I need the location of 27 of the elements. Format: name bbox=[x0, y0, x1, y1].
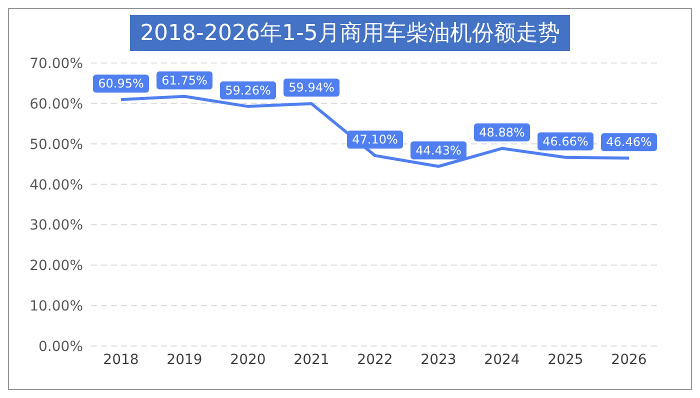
x-tick-label: 2020 bbox=[230, 352, 266, 368]
y-tick-label: 70.00% bbox=[30, 56, 83, 72]
y-tick-label: 10.00% bbox=[30, 298, 83, 315]
x-tick-label: 2022 bbox=[357, 352, 393, 368]
chart-title: 2018-2026年1-5月商用车柴油机份额走势 bbox=[130, 15, 570, 51]
data-label: 60.95% bbox=[98, 76, 144, 91]
y-tick-label: 20.00% bbox=[30, 258, 83, 274]
x-tick-label: 2025 bbox=[548, 352, 584, 368]
data-label: 46.66% bbox=[542, 134, 588, 148]
x-tick-label: 2024 bbox=[484, 352, 520, 368]
y-tick-label: 30.00% bbox=[30, 218, 83, 234]
x-tick-label: 2023 bbox=[420, 352, 456, 368]
data-label: 61.75% bbox=[162, 73, 208, 88]
y-tick-label: 50.00% bbox=[30, 136, 83, 153]
x-tick-label: 2018 bbox=[103, 352, 139, 368]
x-tick-label: 2019 bbox=[166, 352, 202, 368]
x-tick-label: 2021 bbox=[294, 352, 330, 368]
data-label: 59.94% bbox=[288, 80, 334, 95]
y-tick-label: 60.00% bbox=[30, 96, 83, 112]
data-label: 47.10% bbox=[352, 132, 398, 147]
data-label: 46.46% bbox=[606, 135, 652, 150]
data-label: 48.88% bbox=[479, 125, 525, 140]
y-tick-label: 40.00% bbox=[30, 177, 83, 194]
x-tick-label: 2026 bbox=[611, 352, 647, 368]
data-label: 59.26% bbox=[225, 83, 271, 98]
y-tick-label: 0.00% bbox=[38, 338, 83, 355]
data-label: 44.43% bbox=[416, 143, 462, 158]
